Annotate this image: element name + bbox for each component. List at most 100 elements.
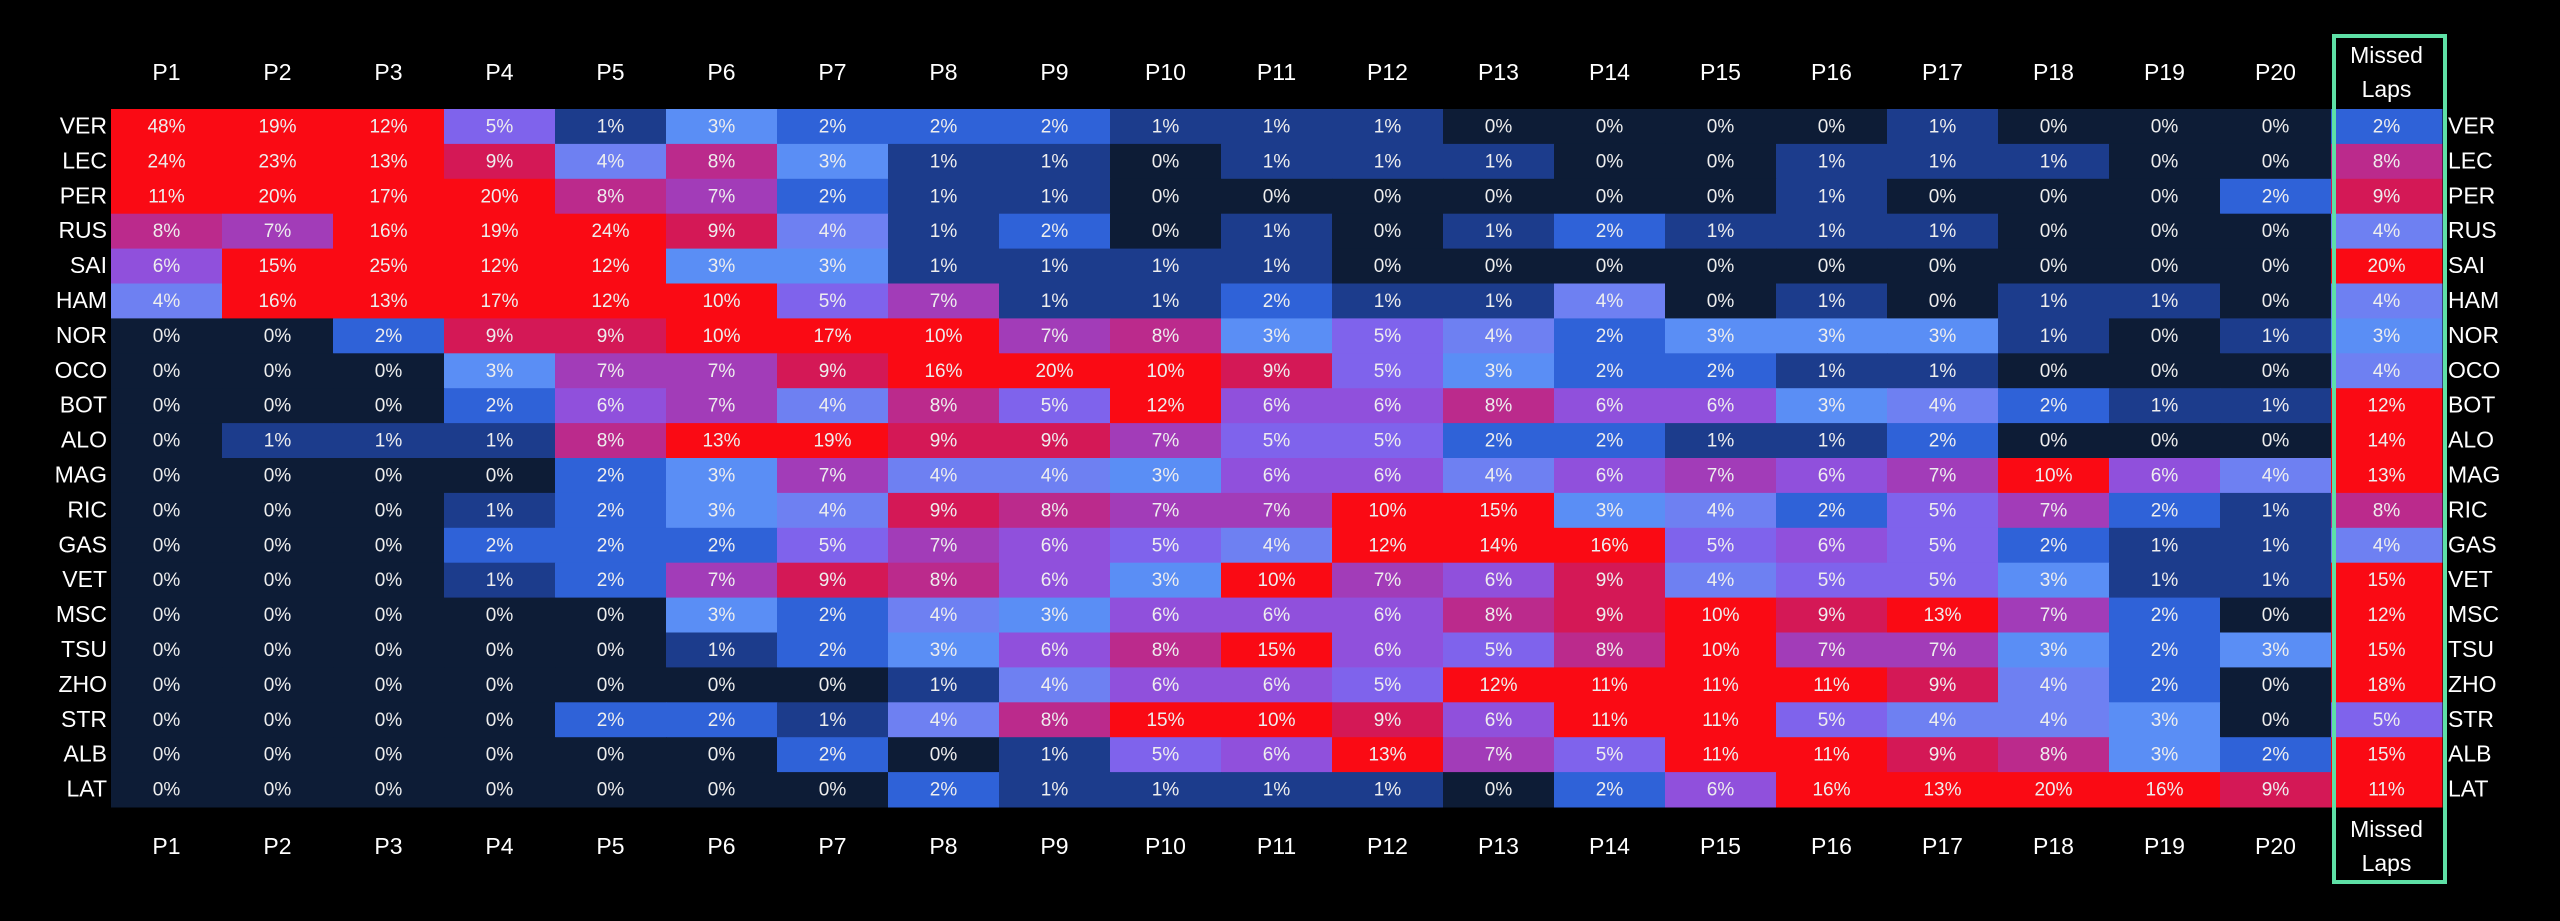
- cell: [1887, 388, 1999, 424]
- cell: [444, 667, 556, 703]
- cell: [333, 423, 445, 459]
- cell-label: 1%: [1374, 780, 1402, 801]
- cell-label: 0%: [264, 605, 292, 626]
- cell-label: 17%: [480, 291, 518, 312]
- cell-label: 16%: [258, 291, 296, 312]
- cell-label: 1%: [2262, 326, 2290, 347]
- row-label-right: SAI: [2448, 252, 2485, 278]
- cell: [444, 527, 556, 564]
- cell: [111, 109, 223, 145]
- cell: [111, 562, 223, 599]
- row-label-right: NOR: [2448, 322, 2499, 348]
- cell-label: 2%: [1041, 116, 1069, 137]
- cell: [333, 248, 445, 284]
- cell: [666, 702, 778, 738]
- cell: [2220, 318, 2332, 354]
- row-label: NOR: [56, 322, 107, 348]
- column-label-bottom: Missed Laps: [2350, 816, 2423, 876]
- cell: [1110, 702, 1222, 738]
- cell: [888, 143, 1000, 180]
- cell-label: 13%: [369, 151, 407, 172]
- cell: [1998, 458, 2110, 494]
- cell-label: 4%: [597, 151, 625, 172]
- cell-label: 11%: [1702, 710, 1739, 731]
- cell-label: 6%: [1152, 675, 1180, 696]
- cell: [333, 318, 445, 354]
- cell: [1998, 423, 2110, 459]
- cell-label: 1%: [1263, 256, 1291, 277]
- column-label-bottom-text: P16: [1811, 833, 1852, 859]
- row-label: RUS: [58, 217, 107, 243]
- cell-label: 8%: [1485, 396, 1513, 417]
- cell-label: 5%: [1374, 431, 1402, 452]
- cell-label: 0%: [2040, 221, 2068, 242]
- cell-label: 0%: [375, 570, 403, 591]
- cell: [111, 492, 223, 529]
- cell: [444, 492, 556, 529]
- cell: [1554, 737, 1666, 773]
- cell-label: 0%: [1485, 186, 1513, 207]
- cell-label: 0%: [375, 361, 403, 382]
- column-label-text: P15: [1700, 59, 1741, 85]
- cell: [1887, 109, 1999, 145]
- cell: [333, 143, 445, 180]
- cell-label: 0%: [597, 605, 625, 626]
- cell: [1554, 353, 1666, 389]
- column-label: P6: [707, 59, 735, 85]
- cell-label: 4%: [2373, 361, 2401, 382]
- cell-label: 5%: [1929, 535, 1957, 556]
- cell-label: 17%: [813, 326, 851, 347]
- cell: [1998, 492, 2110, 529]
- cell-label: 48%: [147, 116, 185, 137]
- cell: [777, 318, 889, 354]
- column-label-bottom: P19: [2144, 833, 2185, 859]
- cell: [1665, 318, 1777, 354]
- cell-label: 0%: [2262, 256, 2290, 277]
- cell: [2331, 632, 2443, 668]
- cell-label: 6%: [1263, 465, 1291, 486]
- cell-label: 0%: [486, 465, 514, 486]
- cell: [111, 318, 223, 354]
- cell-label: 3%: [819, 256, 847, 277]
- cell-label: 2%: [2151, 640, 2179, 661]
- cell-label: 4%: [1263, 535, 1291, 556]
- cell: [333, 109, 445, 145]
- column-label-text: P5: [596, 59, 625, 85]
- cell: [2220, 562, 2332, 599]
- cell-label: 0%: [1374, 186, 1402, 207]
- cell: [111, 737, 223, 773]
- cell: [888, 248, 1000, 284]
- cell: [555, 143, 667, 180]
- cell: [1221, 667, 1333, 703]
- cell: [222, 527, 334, 564]
- cell: [1554, 318, 1666, 354]
- cell-label: 6%: [1818, 535, 1846, 556]
- cell-label: 0%: [264, 500, 292, 521]
- cell: [1665, 527, 1777, 564]
- cell: [2331, 213, 2443, 250]
- cell: [1110, 423, 1222, 459]
- cell: [111, 458, 223, 494]
- cell-label: 0%: [1152, 221, 1180, 242]
- cell: [999, 737, 1111, 773]
- cell-label: 0%: [153, 500, 181, 521]
- cell: [1887, 562, 1999, 599]
- cell: [2220, 772, 2332, 808]
- cell-label: 0%: [1929, 291, 1957, 312]
- cell-label: 0%: [375, 465, 403, 486]
- cell-label: 3%: [2040, 640, 2068, 661]
- row-label: HAM: [56, 287, 107, 313]
- cell-label: 1%: [1818, 291, 1846, 312]
- cell-label: 2%: [486, 396, 514, 417]
- cell: [2220, 143, 2332, 180]
- cell: [777, 353, 889, 389]
- cell: [1998, 702, 2110, 738]
- cell-label: 16%: [1812, 780, 1850, 801]
- cell-label: 0%: [708, 745, 736, 766]
- cell-label: 0%: [1707, 186, 1735, 207]
- cell-label: 1%: [930, 221, 958, 242]
- cell-label: 5%: [819, 535, 847, 556]
- cell-label: 6%: [1263, 605, 1291, 626]
- column-label-bottom-text: P4: [485, 833, 514, 859]
